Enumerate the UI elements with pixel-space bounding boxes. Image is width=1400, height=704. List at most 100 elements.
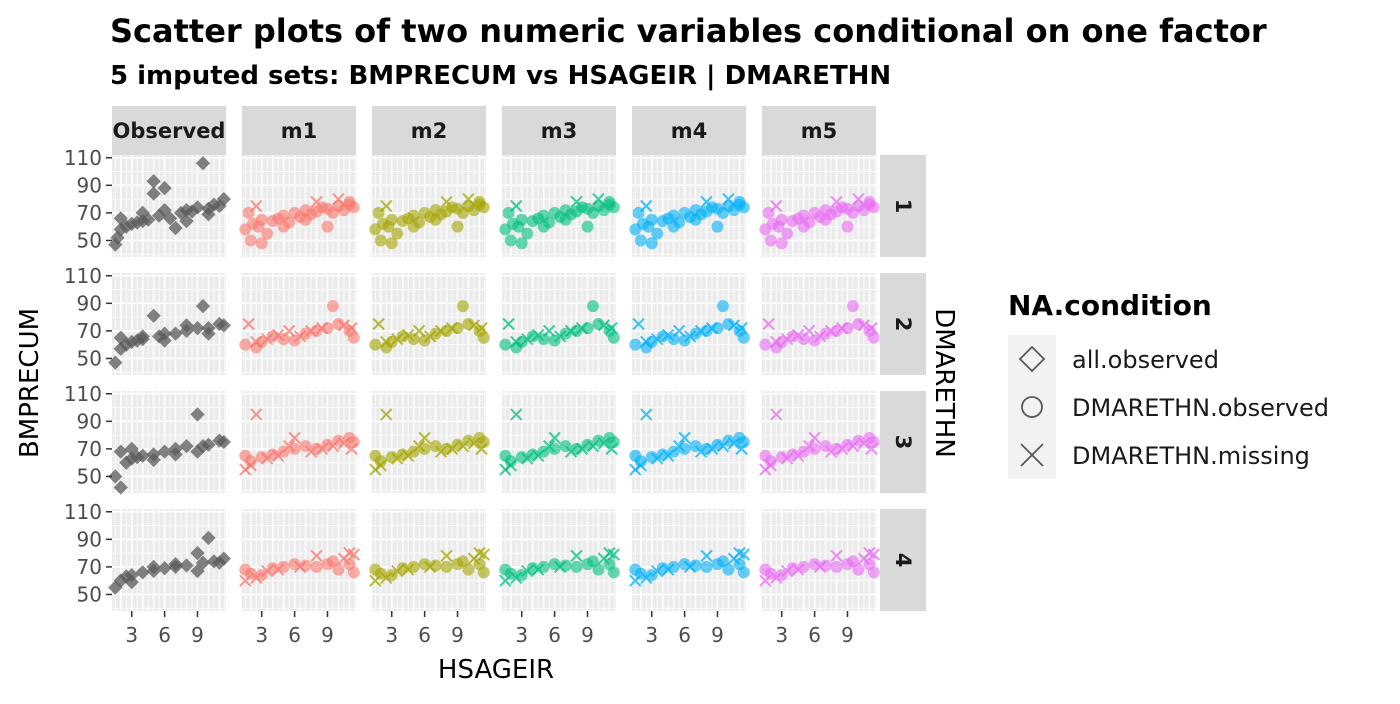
legend-key-bg [1008, 335, 1056, 383]
data-point-observed [201, 530, 216, 546]
data-point-missing [531, 563, 545, 576]
data-point-imputed [607, 331, 620, 344]
y-axis-title: BMPRECUM [15, 308, 45, 458]
data-point-imputed [775, 213, 788, 226]
data-point-missing [603, 546, 616, 560]
data-point-imputed [477, 566, 490, 579]
data-point-imputed [570, 560, 583, 573]
data-point-imputed [846, 300, 859, 313]
data-point-missing [865, 442, 878, 456]
column-strip-label: m2 [411, 119, 448, 143]
x-tick-label: 6 [808, 623, 821, 647]
data-point-imputed [867, 566, 880, 579]
data-point-missing [332, 192, 345, 206]
panel-m3-row-2 [499, 273, 620, 375]
data-point-imputed [548, 442, 561, 455]
data-point-missing [261, 452, 274, 465]
data-point-missing [521, 332, 534, 346]
panel-m5-row-4 [759, 509, 881, 611]
data-point-imputed [808, 558, 821, 571]
panel-m4-row-4 [629, 509, 751, 611]
data-point-missing [412, 324, 426, 338]
data-point-missing [716, 439, 730, 453]
data-point-observed [113, 480, 128, 495]
data-point-observed [135, 565, 150, 580]
data-point-missing [423, 560, 437, 574]
data-point-observed [135, 205, 150, 221]
data-point-missing [271, 563, 285, 576]
data-point-imputed [288, 442, 301, 455]
data-point-missing [570, 195, 583, 209]
data-point-missing [304, 445, 318, 458]
data-point-missing [423, 330, 437, 343]
data-point-imputed [830, 560, 843, 573]
data-point-missing [510, 571, 523, 585]
data-point-imputed [733, 195, 746, 208]
data-point-missing [282, 439, 296, 453]
data-point-missing [597, 437, 611, 450]
data-point-imputed [440, 560, 453, 573]
data-point-imputed [504, 455, 517, 468]
data-point-imputed [581, 220, 594, 233]
data-point-imputed [867, 331, 880, 344]
data-point-missing [434, 324, 448, 338]
data-point-observed [157, 561, 172, 576]
data-point-missing [293, 330, 307, 343]
data-point-missing [380, 335, 393, 349]
y-tick-label: 110 [64, 500, 102, 524]
column-strip-label: Observed [113, 119, 226, 143]
data-point-missing [605, 442, 618, 456]
data-point-imputed [852, 563, 865, 576]
data-point-missing [863, 546, 876, 560]
data-point-imputed [764, 455, 777, 468]
x-tick-label: 3 [645, 623, 658, 647]
facet-row-title: DMARETHN [929, 308, 959, 458]
data-point-observed [201, 437, 216, 452]
data-point-missing [477, 548, 491, 561]
data-point-missing [548, 431, 561, 445]
data-point-missing [770, 335, 783, 349]
data-point-missing [802, 439, 816, 453]
data-point-observed [151, 208, 167, 223]
data-point-imputed [255, 237, 268, 250]
data-point-imputed [374, 234, 387, 247]
data-point-observed [124, 574, 139, 590]
data-point-missing [445, 442, 459, 456]
column-strip-m2 [372, 106, 486, 155]
data-point-imputed [781, 227, 794, 240]
panel-observed-row-2 [108, 273, 231, 375]
data-point-imputed [462, 563, 475, 576]
data-point-imputed [477, 331, 490, 344]
data-point-missing [271, 449, 285, 462]
data-point-missing [813, 560, 827, 574]
data-point-imputed [548, 558, 561, 571]
data-point-missing [445, 321, 459, 335]
data-point-imputed [407, 220, 420, 233]
data-point-observed [195, 156, 211, 171]
data-point-imputed [607, 566, 620, 579]
data-point-observed [190, 407, 205, 422]
data-point-imputed [407, 560, 420, 573]
y-tick-label: 110 [64, 382, 102, 406]
column-strip-label: m5 [801, 119, 838, 143]
data-point-missing [510, 335, 523, 349]
data-point-missing [733, 546, 746, 560]
data-point-missing [467, 319, 481, 332]
column-strip-label: m1 [281, 119, 318, 143]
x-tick-label: 9 [841, 623, 854, 647]
data-point-missing [531, 328, 545, 342]
data-point-missing [575, 442, 589, 456]
legend-key-circle-icon [1021, 396, 1043, 418]
data-point-imputed [332, 563, 345, 576]
legend-key-bg [1008, 383, 1056, 431]
data-point-missing [592, 192, 605, 206]
data-point-imputed [764, 234, 777, 247]
data-point-missing [607, 548, 621, 561]
x-tick-label: 9 [321, 623, 334, 647]
column-strip-m3 [502, 106, 616, 155]
data-point-imputed [347, 331, 360, 344]
data-point-missing [700, 549, 713, 563]
data-point-missing [504, 459, 517, 472]
x-tick-label: 6 [288, 623, 301, 647]
data-point-imputed [586, 300, 599, 313]
